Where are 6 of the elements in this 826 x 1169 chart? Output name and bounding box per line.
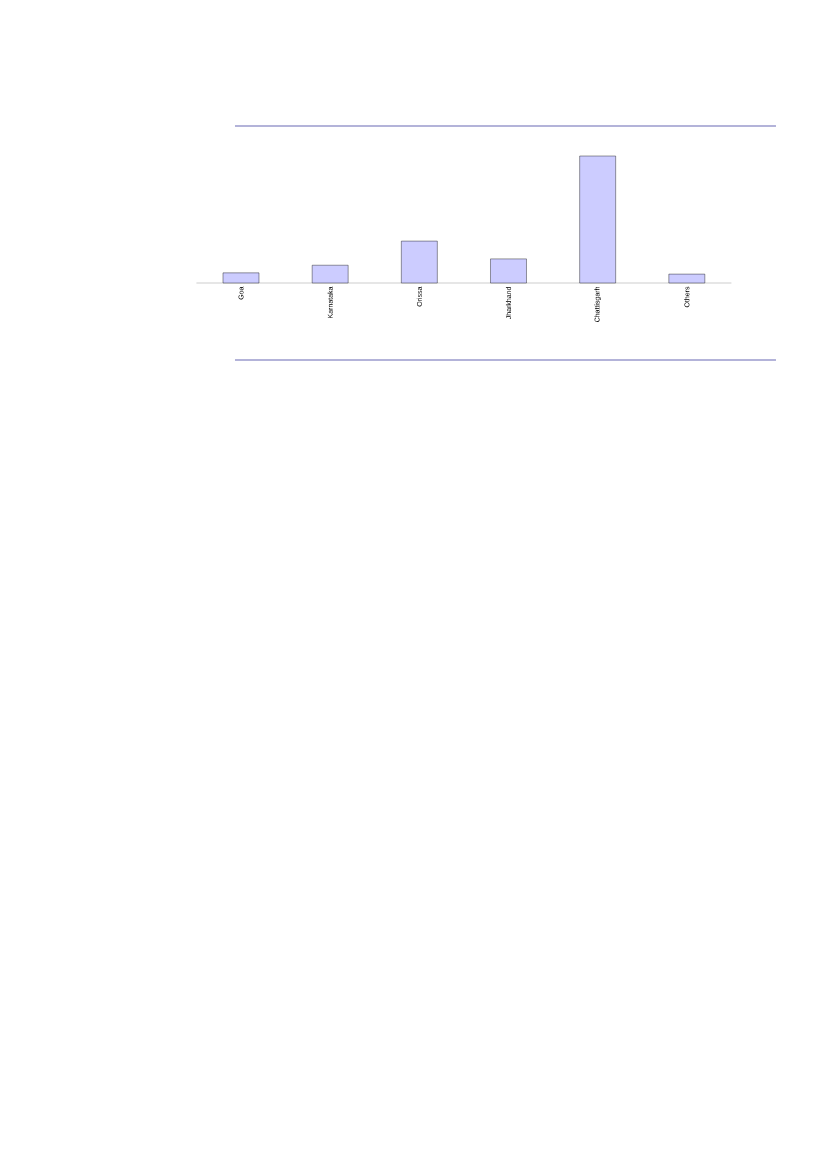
- bar: [311, 265, 349, 284]
- bar: [668, 273, 706, 284]
- bar: [579, 155, 616, 284]
- bar: [490, 258, 527, 284]
- bar: [222, 272, 260, 284]
- bar: [401, 240, 438, 284]
